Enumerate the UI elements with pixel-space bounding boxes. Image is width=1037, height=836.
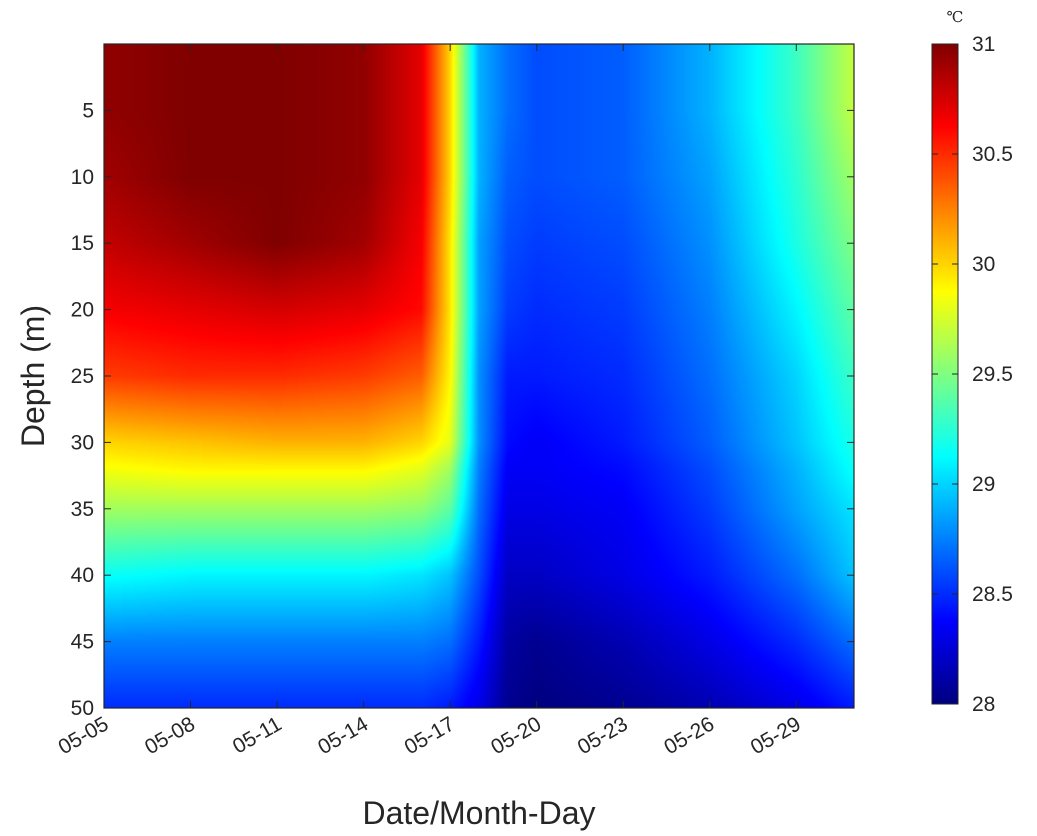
x-tick-label: 05-20 [487,712,545,759]
colorbar-tick-label: 31 [972,33,995,56]
x-tick-label: 05-14 [314,712,372,759]
x-axis-title: Date/Month-Day [363,795,596,831]
y-tick-label: 25 [71,365,94,388]
colorbar-unit-label: ℃ [947,8,964,26]
y-tick-label: 35 [71,498,94,521]
colorbar-ticks: 28 28.5 29 29.5 30 30.5 31 [932,33,1013,716]
colorbar-tick-label: 28.5 [972,583,1013,606]
plot-area [103,43,855,709]
x-tick-label: 05-11 [229,712,286,758]
y-axis: 5 10 15 20 25 30 35 40 45 50 [71,99,854,720]
x-tick-label: 05-17 [401,712,459,759]
y-tick-label: 5 [82,99,94,122]
y-axis-title: Depth (m) [15,305,51,447]
x-tick-label: 05-29 [747,712,805,759]
colorbar: 28 28.5 29 29.5 30 30.5 31 ℃ [931,8,1013,716]
y-tick-label: 45 [71,631,94,654]
colorbar-tick-label: 30.5 [972,143,1013,166]
colorbar-tick-label: 29 [972,473,995,496]
x-tick-label: 05-23 [574,712,632,759]
temperature-heatmap [104,44,854,708]
x-tick-label: 05-08 [141,712,199,759]
colorbar-tick-label: 30 [972,253,995,276]
y-tick-label: 10 [71,166,94,189]
y-tick-label: 30 [71,431,94,454]
colorbar-tick-label: 29.5 [972,363,1013,386]
y-tick-label: 15 [71,232,94,255]
y-tick-label: 50 [71,697,94,720]
x-tick-label: 05-26 [660,712,718,759]
y-tick-label: 40 [71,564,94,587]
y-tick-label: 20 [71,299,94,322]
colorbar-tick-label: 28 [972,693,995,716]
